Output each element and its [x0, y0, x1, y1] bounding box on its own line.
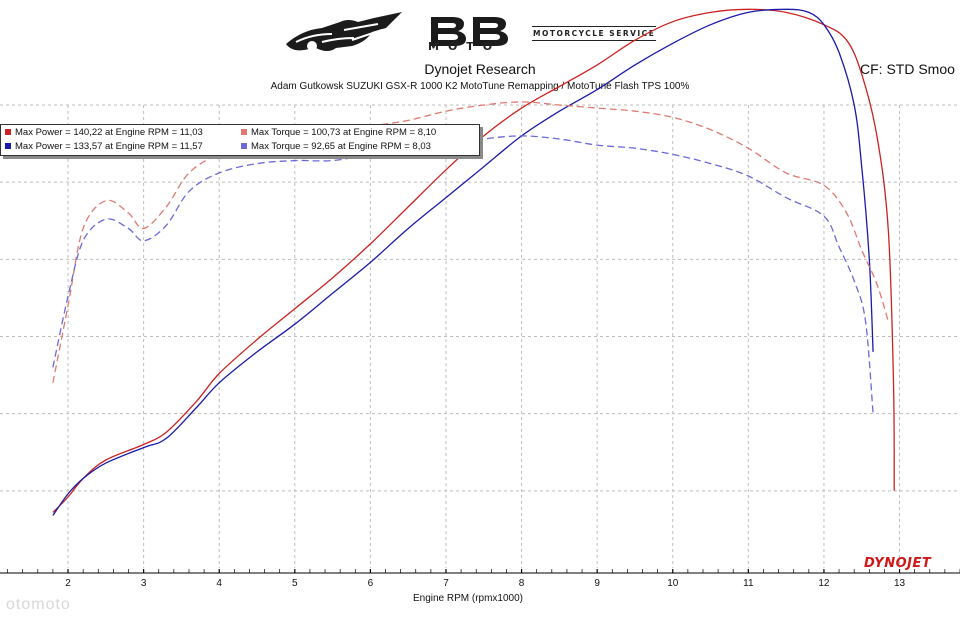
series-line-power-run2 [52, 8, 874, 516]
legend-entry-torque-run2: Max Torque = 92,65 at Engine RPM = 8,03 [241, 141, 431, 153]
legend-entry-power-run2: Max Power = 133,57 at Engine RPM = 11,57 [5, 141, 203, 153]
legend-swatch-power-run2 [5, 143, 11, 149]
x-axis: 2 3 4 5 6 7 8 9 10 11 12 13 [0, 569, 960, 589]
x-tick-label-2: 4 [216, 578, 222, 589]
legend-entry-torque-run1: Max Torque = 100,73 at Engine RPM = 8,10 [241, 127, 436, 139]
legend-text-torque-run2: Max Torque = 92,65 at Engine RPM = 8,03 [251, 141, 431, 152]
x-tick-label-7: 9 [594, 578, 600, 589]
chart-header: MOTO MOTORCYCLE SERVICE Dynojet Research… [0, 0, 960, 100]
x-tick-label-4: 6 [368, 578, 374, 589]
x-tick-label-0: 2 [65, 578, 71, 589]
x-tick-label-9: 11 [743, 578, 754, 589]
logo-moto-text: MOTO [428, 40, 502, 53]
legend-box: Max Power = 140,22 at Engine RPM = 11,03… [0, 124, 480, 156]
x-tick-label-5: 7 [443, 578, 449, 589]
grid-lines [0, 104, 960, 568]
watermark-text: otomoto [6, 596, 71, 613]
series-line-power-run1 [52, 8, 895, 513]
dynojet-logo: DYNOJET [864, 556, 932, 571]
legend-swatch-power-run1 [5, 129, 11, 135]
chart-subtitle: Adam Gutkowsk SUZUKI GSX-R 1000 K2 MotoT… [270, 81, 690, 92]
series-line-torque-run1 [52, 101, 889, 383]
correction-factor-label: CF: STD Smoo [860, 61, 955, 77]
motorcycle-logo-icon [286, 12, 402, 51]
legend-text-power-run1: Max Power = 140,22 at Engine RPM = 11,03 [15, 127, 203, 138]
service-label: MOTORCYCLE SERVICE [532, 26, 657, 41]
series-group [52, 8, 895, 516]
chart-title: Dynojet Research [424, 61, 536, 77]
x-tick-label-8: 10 [667, 578, 679, 589]
legend-swatch-torque-run1 [241, 129, 247, 135]
x-tick-label-6: 8 [519, 578, 525, 589]
x-tick-label-1: 3 [141, 578, 147, 589]
series-line-torque-run2 [52, 135, 874, 414]
bb-logo-icon [431, 17, 508, 46]
x-tick-label-10: 12 [818, 578, 830, 589]
x-axis-title: Engine RPM (rpmx1000) [412, 593, 524, 604]
legend-text-torque-run1: Max Torque = 100,73 at Engine RPM = 8,10 [251, 127, 437, 138]
legend-entry-power-run1: Max Power = 140,22 at Engine RPM = 11,03 [5, 127, 203, 139]
legend-swatch-torque-run2 [241, 143, 247, 149]
x-tick-label-11: 13 [894, 578, 906, 589]
legend-text-power-run2: Max Power = 133,57 at Engine RPM = 11,57 [15, 141, 203, 152]
x-tick-label-3: 5 [292, 578, 298, 589]
